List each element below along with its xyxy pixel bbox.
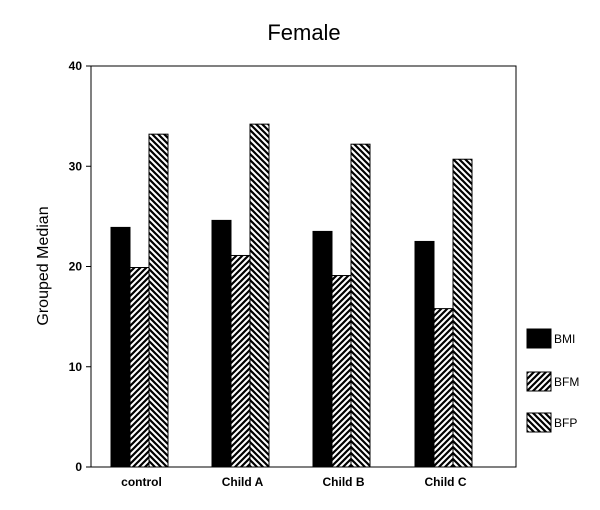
- y-tick-label: 20: [69, 260, 83, 274]
- bar-bfm-child-c: [433, 308, 454, 468]
- legend-label-bfm: BFM: [554, 375, 579, 389]
- legend-swatch-bfm: [526, 371, 552, 392]
- y-tick-label: 40: [69, 59, 83, 73]
- bar-bmi-control: [110, 226, 131, 468]
- bar-bmi-child-c: [414, 240, 435, 468]
- legend-label-bfp: BFP: [554, 416, 577, 430]
- bar-bfp-control: [148, 133, 169, 468]
- bar-bfp-child-b: [350, 143, 371, 468]
- bar-bfm-control: [129, 267, 150, 468]
- bar-bfm-child-b: [331, 275, 352, 468]
- x-axis: control Child A Child B Child C: [121, 475, 467, 489]
- x-tick-label: control: [121, 475, 162, 489]
- bar-bmi-child-a: [211, 219, 232, 468]
- y-tick-label: 0: [75, 460, 82, 474]
- legend-swatch-bfp: [526, 412, 552, 433]
- legend-swatch-bmi: [526, 328, 552, 349]
- y-tick-label: 30: [69, 159, 83, 173]
- chart-title: Female: [267, 20, 340, 45]
- y-tick-label: 10: [69, 360, 83, 374]
- x-tick-label: Child C: [425, 475, 467, 489]
- y-axis: 0 10 20 30 40: [69, 59, 91, 474]
- x-tick-label: Child B: [323, 475, 365, 489]
- legend-label-bmi: BMI: [554, 332, 575, 346]
- x-tick-label: Child A: [222, 475, 264, 489]
- bar-bfm-child-a: [230, 254, 251, 468]
- bar-bmi-child-b: [312, 230, 333, 468]
- legend: BMI BFM BFP: [526, 328, 579, 433]
- bars: [110, 123, 473, 468]
- bar-bfp-child-a: [249, 123, 270, 468]
- bar-bfp-child-c: [452, 158, 473, 468]
- y-axis-label: Grouped Median: [35, 206, 52, 325]
